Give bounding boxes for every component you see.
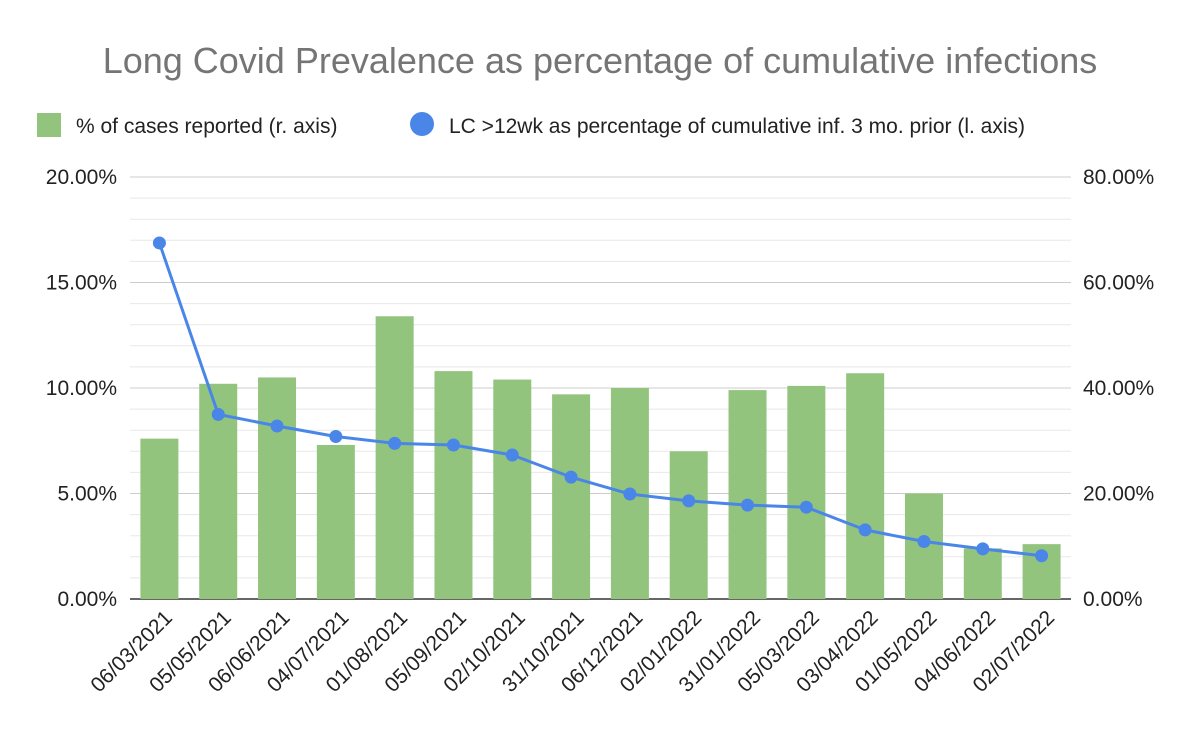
line-point <box>682 494 696 508</box>
bar <box>493 379 532 599</box>
left-axis-tick-label: 15.00% <box>46 272 117 295</box>
right-axis-tick-label: 60.00% <box>1083 272 1154 295</box>
right-axis-tick-label: 80.00% <box>1083 166 1154 189</box>
bar <box>728 390 767 599</box>
left-axis-tick-label: 20.00% <box>46 166 117 189</box>
line-point <box>211 407 225 421</box>
bar <box>434 371 473 599</box>
legend-swatch-lc <box>410 112 434 136</box>
x-axis: 06/03/202105/05/202106/06/202104/07/2021… <box>86 606 1059 697</box>
legend-swatch-cases <box>37 113 61 137</box>
right-axis-tick-label: 40.00% <box>1083 377 1154 400</box>
line-point <box>976 542 990 556</box>
bar <box>963 548 1002 599</box>
line-point <box>623 487 637 501</box>
bar <box>787 385 826 599</box>
bar <box>669 451 708 599</box>
line-point <box>917 535 931 549</box>
bar <box>316 444 355 599</box>
line-point <box>799 500 813 514</box>
left-axis-tick-label: 5.00% <box>57 483 117 506</box>
right-axis-tick-label: 0.00% <box>1083 588 1143 611</box>
right-axis: 0.00% 20.00% 40.00% 60.00% 80.00% <box>1083 166 1154 611</box>
bar-series <box>140 316 1061 599</box>
bar <box>846 373 885 599</box>
bar <box>140 438 179 599</box>
line-point <box>858 523 872 537</box>
right-axis-tick-label: 20.00% <box>1083 483 1154 506</box>
line-point <box>446 438 460 452</box>
bar <box>258 377 297 599</box>
left-axis-tick-label: 0.00% <box>57 588 117 611</box>
legend-label-lc: LC >12wk as percentage of cumulative inf… <box>449 115 1025 138</box>
line-point <box>388 436 402 450</box>
line-point <box>564 470 578 484</box>
line-point <box>1035 549 1049 563</box>
left-axis: 0.00% 5.00% 10.00% 15.00% 20.00% <box>46 166 117 611</box>
legend-label-cases: % of cases reported (r. axis) <box>76 115 337 138</box>
chart-title: Long Covid Prevalence as percentage of c… <box>103 40 1098 81</box>
line-point <box>270 419 284 433</box>
line-point <box>505 448 519 462</box>
bar <box>552 394 591 599</box>
line-point <box>152 236 166 250</box>
line-series <box>152 236 1049 563</box>
bar <box>375 316 414 599</box>
left-axis-tick-label: 10.00% <box>46 377 117 400</box>
legend: % of cases reported (r. axis) LC >12wk a… <box>37 112 1025 138</box>
line-point <box>741 498 755 512</box>
line-point <box>329 430 343 444</box>
series-line <box>157 242 1042 558</box>
